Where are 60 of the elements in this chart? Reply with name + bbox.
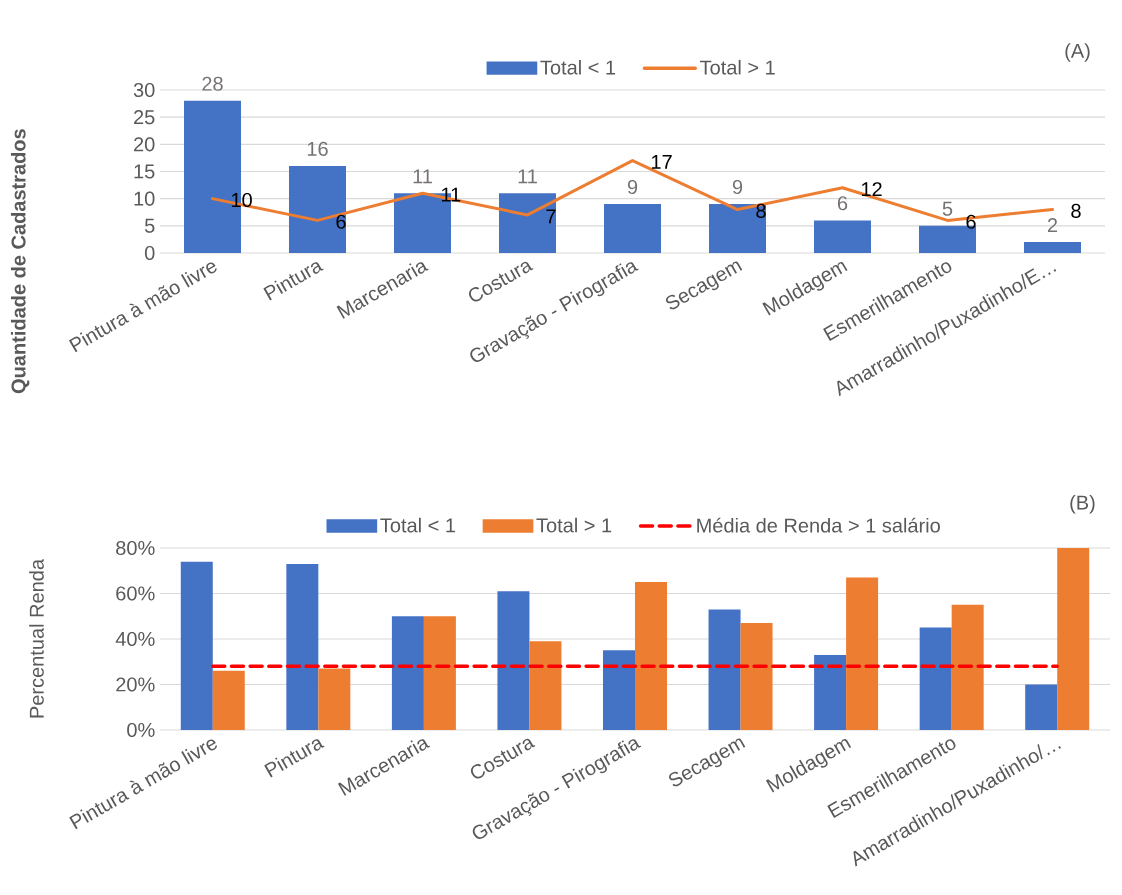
data-label: 16 bbox=[307, 141, 328, 157]
bar bbox=[391, 616, 424, 730]
legend-label: Total > 1 bbox=[700, 59, 775, 75]
y-tick-label: 15 bbox=[134, 164, 155, 179]
y-tick-label: 25 bbox=[134, 110, 155, 125]
y-tick-label: 10 bbox=[134, 191, 155, 206]
bar bbox=[423, 616, 456, 730]
bar bbox=[708, 609, 741, 730]
bar bbox=[846, 577, 879, 730]
bar bbox=[1057, 547, 1090, 730]
data-label: 17 bbox=[651, 155, 672, 169]
bar bbox=[289, 166, 346, 253]
bar bbox=[602, 650, 635, 730]
bar bbox=[180, 561, 213, 730]
data-label: 2 bbox=[1047, 218, 1058, 233]
bar bbox=[318, 668, 351, 730]
bar bbox=[951, 604, 984, 730]
bar bbox=[212, 670, 245, 730]
data-label: 9 bbox=[732, 179, 743, 195]
y-tick-label: 60% bbox=[116, 586, 155, 601]
data-label: 28 bbox=[202, 76, 223, 91]
bar bbox=[919, 627, 952, 730]
data-label: 6 bbox=[336, 214, 346, 229]
text: (A) bbox=[1065, 43, 1090, 62]
bar bbox=[813, 220, 871, 253]
bar bbox=[635, 582, 667, 730]
y-axis-title: Percentual Renda bbox=[29, 558, 44, 718]
bar bbox=[740, 623, 773, 730]
bar bbox=[286, 563, 319, 730]
y-tick-label: 20% bbox=[116, 677, 155, 692]
bar bbox=[499, 193, 556, 253]
data-label: 11 bbox=[518, 169, 537, 184]
y-tick-label: 40% bbox=[115, 631, 155, 647]
y-tick-label: 80% bbox=[116, 540, 155, 556]
bar bbox=[1025, 684, 1058, 730]
data-label: 12 bbox=[861, 182, 882, 197]
bar bbox=[708, 204, 766, 253]
y-tick-label: 0 bbox=[144, 245, 155, 261]
bar bbox=[497, 591, 530, 730]
data-label: 8 bbox=[1071, 203, 1081, 218]
y-tick-label: 30 bbox=[133, 82, 155, 98]
y-axis-title: Quantidade de Cadastrados bbox=[10, 129, 30, 394]
bar bbox=[814, 654, 847, 730]
legend-label: Total > 1 bbox=[536, 517, 612, 533]
legend-label: Média de Renda > 1 salário bbox=[697, 517, 940, 533]
legend-label: Total < 1 bbox=[540, 59, 616, 75]
data-label: 5 bbox=[942, 201, 953, 216]
y-tick-label: 0% bbox=[127, 722, 155, 738]
data-label: 8 bbox=[756, 203, 766, 218]
y-tick-label: 20 bbox=[134, 137, 155, 152]
bar bbox=[529, 641, 562, 730]
y-tick-label: 5 bbox=[144, 218, 155, 233]
data-label: 6 bbox=[837, 196, 848, 211]
data-label: 9 bbox=[627, 179, 638, 195]
bar bbox=[604, 204, 661, 253]
text: (B) bbox=[1070, 494, 1095, 514]
data-label: 11 bbox=[413, 169, 432, 184]
bar bbox=[1023, 242, 1081, 253]
legend-label: Total < 1 bbox=[380, 517, 455, 533]
data-label: 7 bbox=[546, 209, 556, 224]
